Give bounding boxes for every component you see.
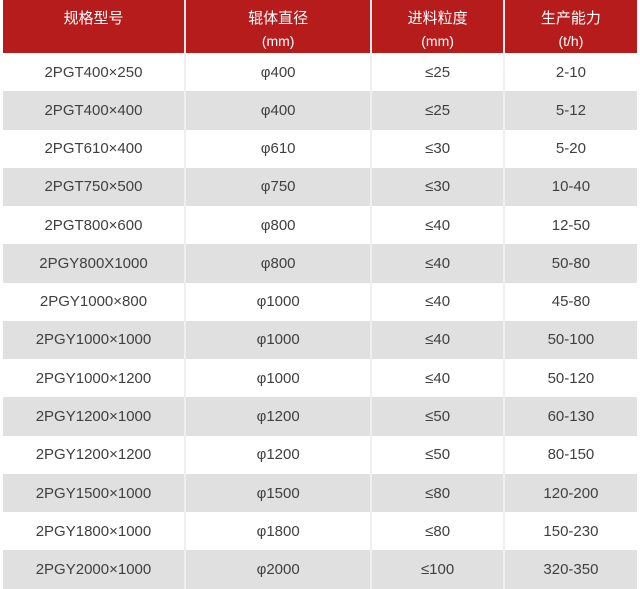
table-cell: ≤40	[371, 320, 505, 360]
table-cell: φ1000	[184, 282, 373, 321]
table-cell: 50-120	[503, 359, 637, 398]
table-cell: 10-40	[503, 167, 637, 207]
table-row: 2PGY1200×1200 φ1200 ≤50 80-150	[3, 435, 637, 474]
table-cell: 2PGT610×400	[3, 129, 186, 168]
table-cell: ≤80	[371, 473, 505, 513]
table-row: 2PGY1200×1000 φ1200 ≤50 60-130	[3, 397, 637, 436]
table-cell: φ1000	[184, 359, 373, 398]
table-row: 2PGY1000×1000 φ1000 ≤40 50-100	[3, 320, 637, 360]
table-cell: 50-100	[503, 320, 637, 360]
col-header-label: 辊体直径	[248, 10, 309, 27]
table-cell: ≤50	[371, 435, 505, 474]
col-header-capacity: 生产能力 (t/h)	[503, 0, 637, 53]
table-cell: ≤30	[371, 129, 505, 168]
col-header-label: 生产能力	[540, 10, 601, 27]
table-cell: 2PGY800X1000	[3, 244, 186, 283]
table-cell: 2PGY2000×1000	[3, 550, 186, 589]
table-cell: 2PGT800×600	[3, 206, 186, 245]
table-header-row: 规格型号 辊体直径 (mm) 进料粒度 (mm) 生产能力 (t/h)	[3, 0, 637, 53]
table-cell: ≤80	[371, 512, 505, 551]
table-row: 2PGT800×600 φ800 ≤40 12-50	[3, 206, 637, 245]
table-cell: ≤25	[371, 91, 505, 130]
table-cell: 45-80	[503, 282, 637, 321]
table-row: 2PGY1500×1000 φ1500 ≤80 120-200	[3, 473, 637, 513]
table-cell: φ1200	[184, 397, 373, 436]
table-cell: 5-20	[503, 129, 637, 168]
col-header-label: 进料粒度	[407, 10, 468, 27]
table-cell: 50-80	[503, 244, 637, 283]
table-cell: 150-230	[503, 512, 637, 551]
table-row: 2PGY1000×800 φ1000 ≤40 45-80	[3, 282, 637, 321]
table-cell: φ1200	[184, 435, 373, 474]
table-row: 2PGT750×500 φ750 ≤30 10-40	[3, 167, 637, 207]
table-cell: φ2000	[184, 550, 373, 589]
table-cell: 320-350	[503, 550, 637, 589]
table-cell: 2PGT750×500	[3, 167, 186, 207]
col-header-feed-size: 进料粒度 (mm)	[371, 0, 505, 53]
col-header-unit: (mm)	[421, 33, 454, 49]
table-row: 2PGT400×400 φ400 ≤25 5-12	[3, 91, 637, 130]
table-cell: 2PGT400×250	[3, 53, 186, 92]
col-header-unit: (mm)	[261, 33, 295, 49]
table-row: 2PGT610×400 φ610 ≤30 5-20	[3, 129, 637, 168]
table-cell: 2PGY1000×1000	[3, 320, 186, 360]
col-header-roller-diameter: 辊体直径 (mm)	[184, 0, 373, 53]
table-cell: ≤40	[371, 282, 505, 321]
table-cell: φ400	[184, 53, 373, 92]
table-body: 2PGT400×250 φ400 ≤25 2-10 2PGT400×400 φ400 ≤25…	[3, 53, 637, 589]
table-cell: 12-50	[503, 206, 637, 245]
table-cell: ≤25	[371, 53, 505, 92]
table-cell: φ1800	[184, 512, 373, 551]
table-cell: 2PGY1000×1200	[3, 359, 186, 398]
table-cell: 60-130	[503, 397, 637, 436]
table-cell: 80-150	[503, 435, 637, 474]
table-cell: φ800	[184, 244, 373, 283]
table-cell: φ1500	[184, 473, 373, 513]
table-cell: 5-12	[503, 91, 637, 130]
table-cell: ≤100	[371, 550, 505, 589]
table-cell: φ750	[184, 167, 373, 207]
table-cell: φ800	[184, 206, 373, 245]
table-cell: 120-200	[503, 473, 637, 513]
table-cell: ≤30	[371, 167, 505, 207]
table-row: 2PGY1800×1000 φ1800 ≤80 150-230	[3, 512, 637, 551]
col-header-unit	[3, 30, 184, 52]
table-cell: ≤40	[371, 206, 505, 245]
table-row: 2PGY2000×1000 φ2000 ≤100 320-350	[3, 550, 637, 589]
table-cell: ≤40	[371, 244, 505, 283]
table-cell: 2PGY1200×1200	[3, 435, 186, 474]
table-cell: 2PGY1000×800	[3, 282, 186, 321]
table-cell: 2-10	[503, 53, 637, 92]
col-header-model: 规格型号	[3, 0, 186, 53]
col-header-label: 规格型号	[63, 10, 124, 27]
table-cell: φ1000	[184, 320, 373, 360]
table-cell: 2PGY1200×1000	[3, 397, 186, 436]
table-row: 2PGT400×250 φ400 ≤25 2-10	[3, 53, 637, 92]
table-cell: ≤40	[371, 359, 505, 398]
table-row: 2PGY1000×1200 φ1000 ≤40 50-120	[3, 359, 637, 398]
table-cell: 2PGY1500×1000	[3, 473, 186, 513]
spec-table: 规格型号 辊体直径 (mm) 进料粒度 (mm) 生产能力 (t/h) 2PGT…	[3, 0, 637, 589]
table-cell: 2PGT400×400	[3, 91, 186, 130]
col-header-unit: (t/h)	[558, 33, 584, 49]
table-cell: φ400	[184, 91, 373, 130]
table-cell: ≤50	[371, 397, 505, 436]
table-cell: 2PGY1800×1000	[3, 512, 186, 551]
table-cell: φ610	[184, 129, 373, 168]
table-row: 2PGY800X1000 φ800 ≤40 50-80	[3, 244, 637, 283]
